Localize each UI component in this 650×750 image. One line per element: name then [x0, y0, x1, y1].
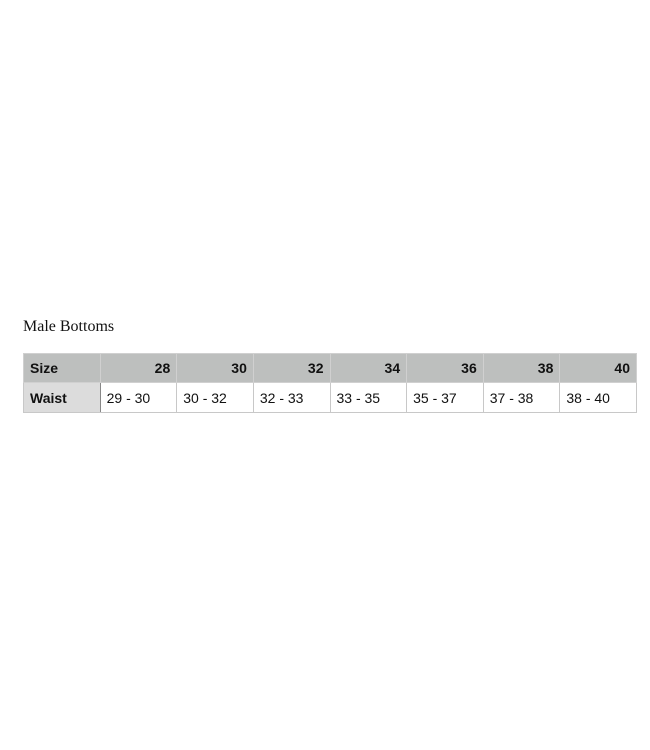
table-cell: 29 - 30	[99, 382, 178, 413]
table-cell: 30 - 32	[176, 382, 254, 413]
table-cell: 35 - 37	[406, 382, 484, 413]
size-header-cell: 28	[99, 353, 178, 383]
size-header-label: Size	[23, 353, 101, 383]
table-cell: 33 - 35	[329, 382, 408, 413]
size-header-cell: 34	[329, 353, 408, 383]
row-label-waist: Waist	[23, 382, 101, 413]
size-header-cell: 40	[559, 353, 637, 383]
table-cell: 38 - 40	[559, 382, 637, 413]
size-header-cell: 36	[406, 353, 484, 383]
size-header-row: Size 28 30 32 34 36 38 40	[23, 353, 637, 383]
table-row: Waist 29 - 30 30 - 32 32 - 33 33 - 35 35…	[23, 382, 637, 413]
table-title: Male Bottoms	[23, 318, 115, 335]
table-cell: 32 - 33	[252, 382, 331, 413]
table-cell: 37 - 38	[482, 382, 561, 413]
size-header-cell: 32	[252, 353, 331, 383]
size-header-cell: 38	[482, 353, 561, 383]
size-header-cell: 30	[176, 353, 254, 383]
size-chart-table: Size 28 30 32 34 36 38 40 Waist 29 - 30 …	[23, 353, 637, 413]
